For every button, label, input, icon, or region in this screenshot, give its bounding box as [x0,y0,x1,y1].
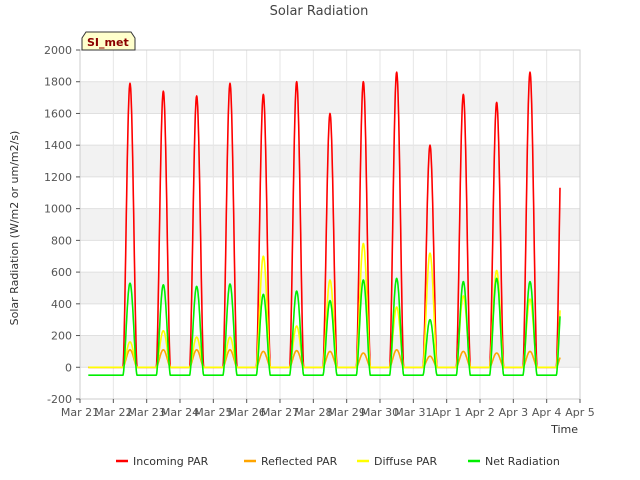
x-tick-label: Apr 1 [432,406,462,419]
chart-title: Solar Radiation [270,4,369,19]
x-tick-label: Mar 31 [394,406,432,419]
plot-background-bands [80,50,580,399]
grid-band [80,81,580,114]
plot-frame [79,49,581,400]
x-tick-label: Mar 27 [261,406,299,419]
legend: Incoming PAR Reflected PAR Diffuse PAR Net … [116,455,560,468]
y-tick-label: -200 [47,393,72,406]
legend-label: Net Radiation [485,455,560,468]
legend-label: Reflected PAR [261,455,338,468]
grid-lines [79,49,581,400]
x-tick-label: Apr 4 [532,406,562,419]
series-layer [87,71,561,376]
x-tick-label: Mar 28 [294,406,332,419]
x-tick-label: Apr 2 [465,406,495,419]
y-tick-label: 400 [51,298,72,311]
grid-band [80,208,580,241]
y-axis-ticks: -200 0 200 400 600 800 1000 1200 1400 1600 1800 200… [44,44,80,406]
y-tick-label: 2000 [44,44,72,57]
legend-entry: Net Radiation [468,455,560,468]
legend-entry: Reflected PAR [244,455,338,468]
x-axis-label: Time [550,423,578,436]
x-tick-label: Mar 30 [361,406,399,419]
y-tick-label: 1000 [44,203,72,216]
y-axis-label: Solar Radiation (W/m2 or um/m2/s) [8,131,21,326]
station-badge-label: SI_met [87,36,129,49]
y-tick-label: 200 [51,330,72,343]
x-tick-label: Mar 21 [61,406,99,419]
x-tick-label: Mar 22 [94,406,132,419]
series-line-net-radiation [87,277,561,376]
legend-entry: Incoming PAR [116,455,209,468]
y-tick-label: 600 [51,266,72,279]
x-tick-label: Mar 23 [128,406,166,419]
y-tick-label: 800 [51,234,72,247]
grid-band [80,145,580,177]
y-tick-label: 1800 [44,76,72,89]
x-tick-label: Mar 24 [161,406,199,419]
x-tick-label: Mar 26 [228,406,266,419]
x-tick-label: Apr 3 [499,406,529,419]
station-badge: SI_met [81,31,136,51]
x-tick-label: Apr 5 [565,406,595,419]
legend-entry: Diffuse PAR [357,455,438,468]
y-tick-label: 1200 [44,171,72,184]
legend-label: Diffuse PAR [374,455,438,468]
legend-label: Incoming PAR [133,455,209,468]
y-tick-label: 0 [65,361,72,374]
y-tick-label: 1600 [44,107,72,120]
y-tick-label: 1400 [44,139,72,152]
x-tick-label: Mar 25 [194,406,232,419]
grid-band [80,272,580,304]
x-tick-label: Mar 29 [328,406,366,419]
